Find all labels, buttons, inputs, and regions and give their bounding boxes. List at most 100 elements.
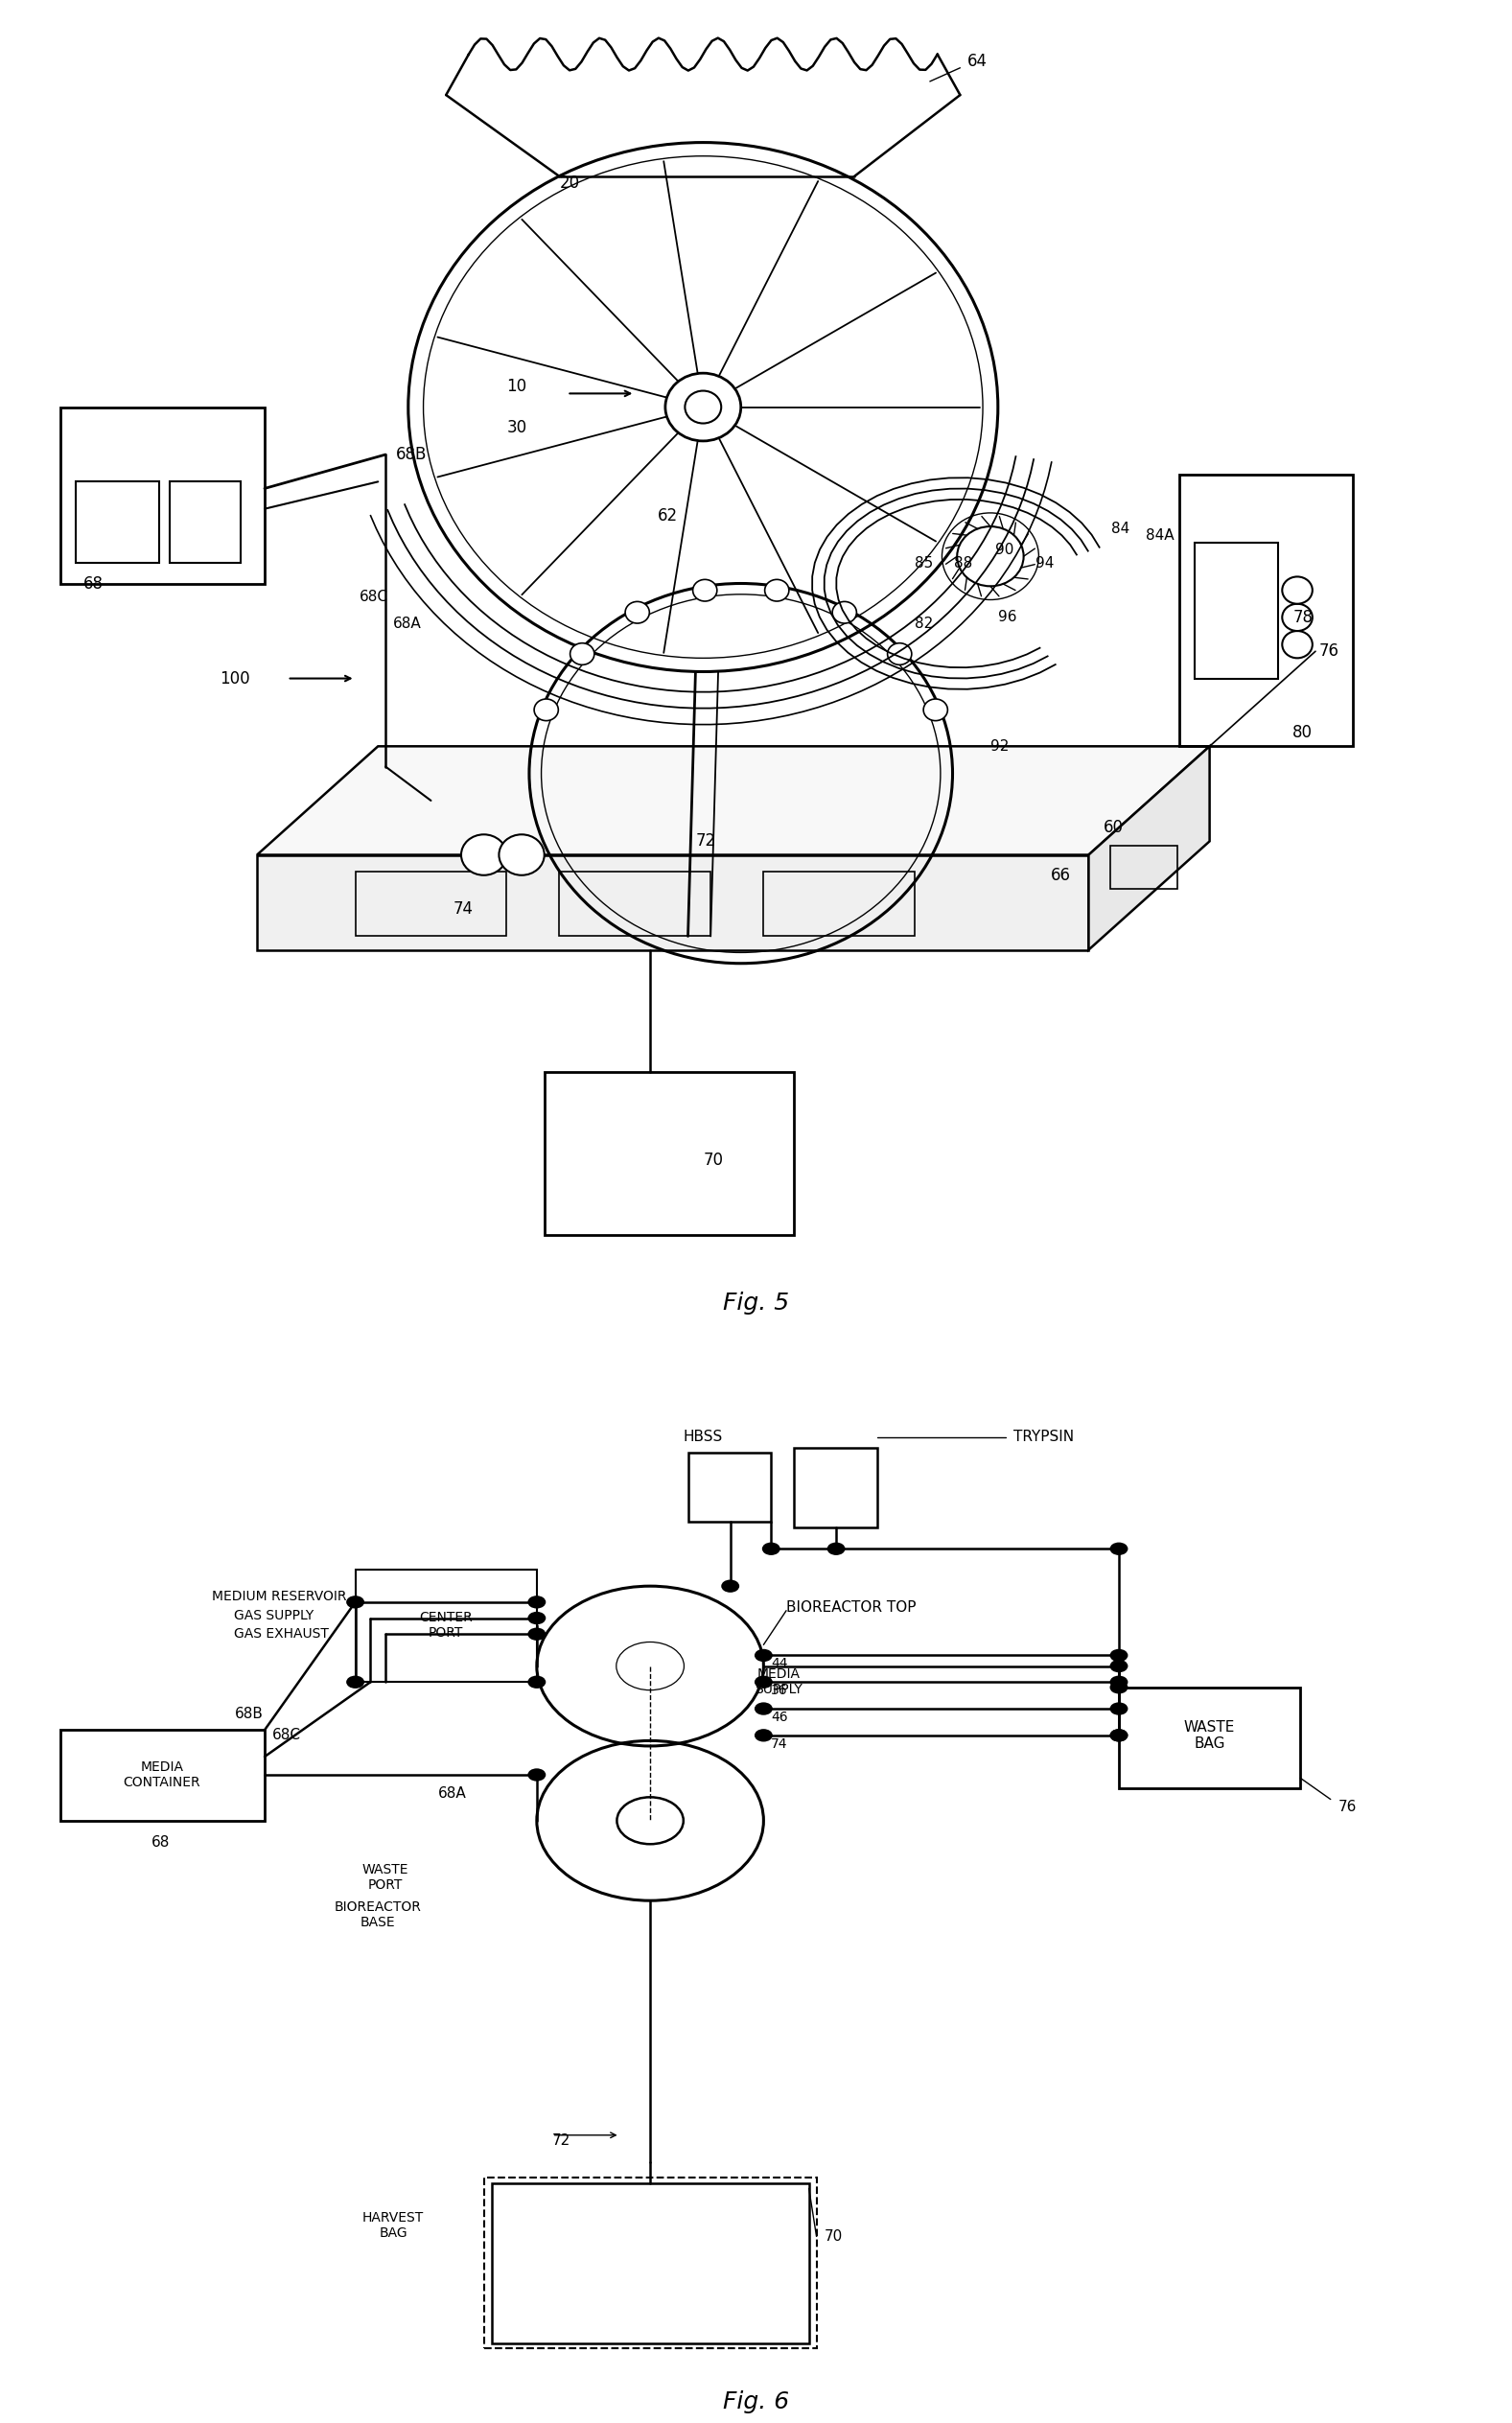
Circle shape xyxy=(827,1543,845,1556)
Circle shape xyxy=(626,601,650,623)
Circle shape xyxy=(1110,1543,1128,1556)
Text: 78: 78 xyxy=(1293,608,1312,625)
Text: 60: 60 xyxy=(1104,819,1123,836)
Bar xyxy=(764,872,915,935)
Circle shape xyxy=(461,834,507,875)
Text: 68: 68 xyxy=(151,1834,169,1849)
Text: 76: 76 xyxy=(1338,1800,1356,1815)
Bar xyxy=(544,1071,794,1236)
Circle shape xyxy=(570,642,594,664)
Text: Fig. 6: Fig. 6 xyxy=(723,2389,789,2413)
Circle shape xyxy=(1110,1650,1128,1662)
Text: 68B: 68B xyxy=(396,446,428,463)
Text: 70: 70 xyxy=(824,2229,842,2244)
Text: 68C: 68C xyxy=(360,589,389,603)
Text: 90: 90 xyxy=(995,543,1013,557)
Circle shape xyxy=(665,373,741,441)
Text: GAS EXHAUST: GAS EXHAUST xyxy=(234,1628,330,1640)
Circle shape xyxy=(528,1677,546,1689)
Text: 82: 82 xyxy=(915,618,933,632)
Circle shape xyxy=(754,1730,773,1742)
Text: 36: 36 xyxy=(771,1684,788,1696)
Circle shape xyxy=(1110,1730,1128,1742)
Bar xyxy=(169,482,240,562)
Bar xyxy=(1194,543,1278,678)
Text: 68C: 68C xyxy=(272,1728,301,1742)
Circle shape xyxy=(1110,1682,1128,1694)
Bar xyxy=(355,872,507,935)
Bar xyxy=(794,1447,877,1526)
Text: 70: 70 xyxy=(703,1151,723,1168)
Polygon shape xyxy=(257,855,1089,950)
Circle shape xyxy=(888,642,912,664)
Circle shape xyxy=(617,1643,683,1689)
Text: BIOREACTOR
BASE: BIOREACTOR BASE xyxy=(334,1900,422,1929)
Text: 72: 72 xyxy=(552,2132,570,2147)
Text: HBSS: HBSS xyxy=(683,1430,723,1444)
Text: TRYPSIN: TRYPSIN xyxy=(1013,1430,1074,1444)
Bar xyxy=(1179,475,1353,746)
Circle shape xyxy=(754,1650,773,1662)
Bar xyxy=(60,407,265,584)
Text: 20: 20 xyxy=(559,174,579,191)
Text: MEDIUM RESERVOIR: MEDIUM RESERVOIR xyxy=(212,1589,346,1604)
Circle shape xyxy=(617,1643,683,1689)
Bar xyxy=(76,482,159,562)
Bar xyxy=(491,2183,809,2343)
Text: MEDIA
CONTAINER: MEDIA CONTAINER xyxy=(122,1762,201,1788)
Text: 100: 100 xyxy=(219,669,249,688)
Text: WASTE
BAG: WASTE BAG xyxy=(1184,1720,1235,1752)
Bar xyxy=(688,1454,771,1522)
Text: 68A: 68A xyxy=(393,618,422,632)
Text: 68: 68 xyxy=(83,574,103,591)
Text: 74: 74 xyxy=(771,1737,788,1749)
Circle shape xyxy=(1110,1703,1128,1715)
Bar xyxy=(355,1570,537,1682)
Circle shape xyxy=(528,1769,546,1781)
Bar xyxy=(1119,1686,1300,1788)
Circle shape xyxy=(754,1677,773,1689)
Circle shape xyxy=(499,834,544,875)
Text: 10: 10 xyxy=(507,378,526,395)
Circle shape xyxy=(617,1798,683,1844)
Text: 46: 46 xyxy=(771,1711,788,1723)
Circle shape xyxy=(528,1611,546,1623)
Circle shape xyxy=(832,601,856,623)
Circle shape xyxy=(1282,577,1312,603)
Text: Fig. 5: Fig. 5 xyxy=(723,1291,789,1313)
Circle shape xyxy=(1110,1677,1128,1689)
Circle shape xyxy=(692,579,717,601)
Polygon shape xyxy=(1089,746,1210,950)
Circle shape xyxy=(721,1580,739,1592)
Circle shape xyxy=(1110,1730,1128,1742)
Polygon shape xyxy=(257,746,1210,855)
Circle shape xyxy=(1282,630,1312,659)
Text: 66: 66 xyxy=(1051,867,1070,884)
Text: 85: 85 xyxy=(915,555,933,569)
Text: BIOREACTOR TOP: BIOREACTOR TOP xyxy=(786,1599,916,1614)
Text: 44: 44 xyxy=(771,1657,788,1669)
Text: 68A: 68A xyxy=(438,1786,467,1800)
Text: 62: 62 xyxy=(658,506,677,523)
Text: 84: 84 xyxy=(1111,521,1129,535)
Text: 84A: 84A xyxy=(1146,528,1175,543)
Circle shape xyxy=(1282,603,1312,630)
Bar xyxy=(1110,846,1178,889)
Bar xyxy=(559,872,711,935)
Circle shape xyxy=(534,698,558,720)
Text: WASTE
PORT: WASTE PORT xyxy=(363,1863,408,1892)
Text: 30: 30 xyxy=(507,419,526,436)
Text: 88: 88 xyxy=(954,555,972,569)
Circle shape xyxy=(1110,1660,1128,1672)
Text: 74: 74 xyxy=(454,901,473,918)
Circle shape xyxy=(762,1543,780,1556)
Circle shape xyxy=(346,1677,364,1689)
Text: GAS SUPPLY: GAS SUPPLY xyxy=(234,1609,314,1623)
Text: MEDIA
SUPPLY: MEDIA SUPPLY xyxy=(754,1667,803,1696)
Circle shape xyxy=(528,1628,546,1640)
Circle shape xyxy=(765,579,789,601)
Text: 96: 96 xyxy=(998,611,1016,625)
Circle shape xyxy=(685,390,721,424)
Bar xyxy=(484,2178,816,2348)
Circle shape xyxy=(346,1597,364,1609)
